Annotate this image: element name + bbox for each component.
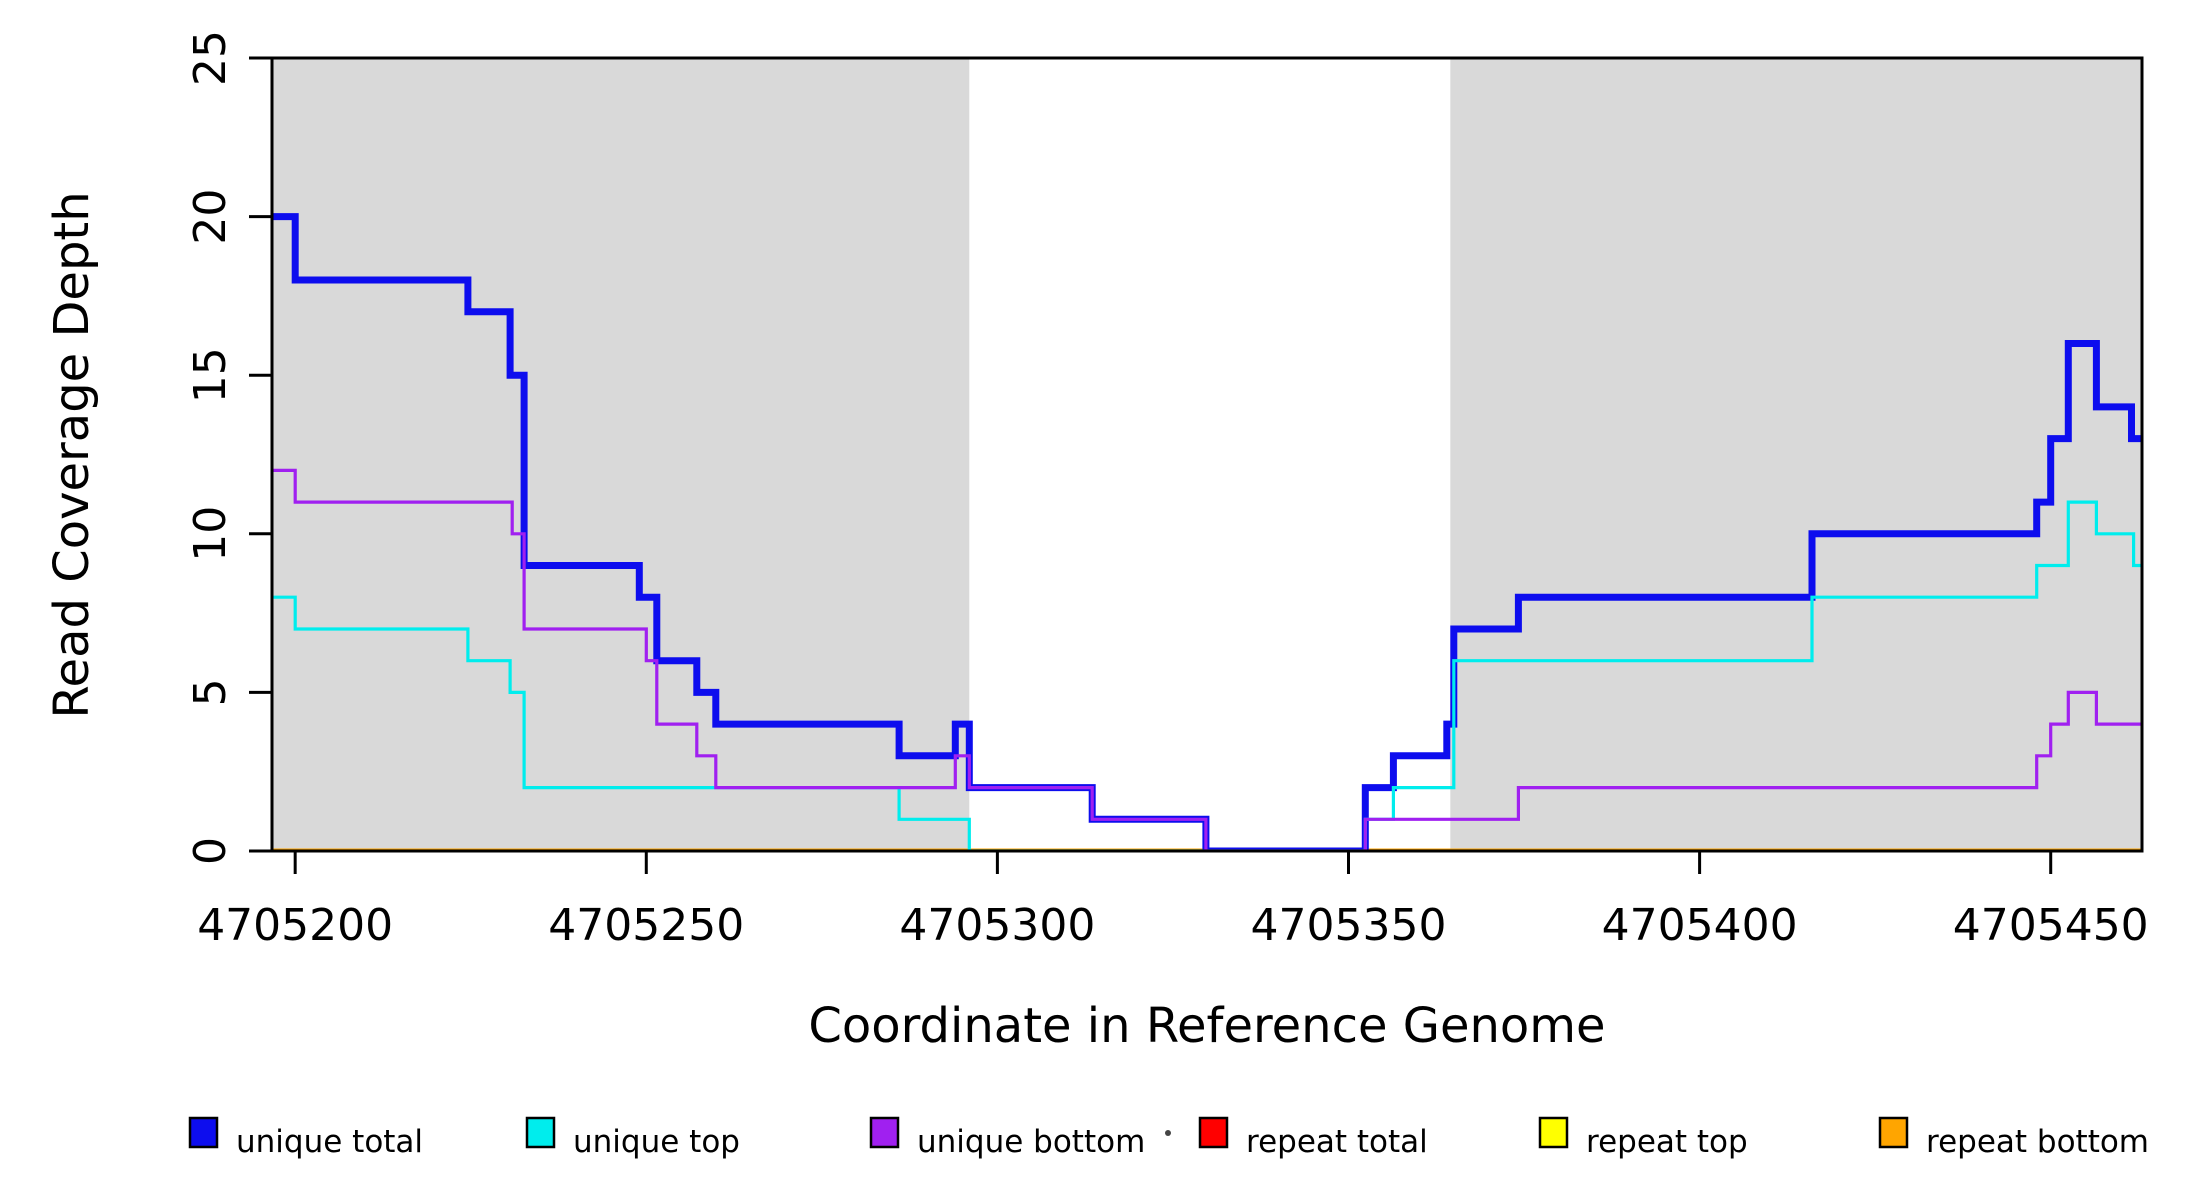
legend-swatch-repeat-top xyxy=(1538,1116,1569,1149)
x-tick-label: 4705200 xyxy=(197,900,393,951)
legend-label: repeat top xyxy=(1586,1124,1748,1160)
legend-swatch-repeat-total xyxy=(1198,1116,1229,1149)
legend-label: unique total xyxy=(236,1124,423,1160)
y-tick-label: 10 xyxy=(185,506,236,562)
legend-swatch-unique-top xyxy=(525,1116,556,1149)
plot-frame xyxy=(270,56,2144,853)
legend-label: unique top xyxy=(573,1124,740,1160)
legend-swatch-repeat-bottom xyxy=(1878,1116,1909,1149)
x-tick-label: 4705250 xyxy=(548,900,744,951)
x-tick-label: 4705300 xyxy=(899,900,1095,951)
y-axis-tick-labels: 0 5 10 15 20 25 xyxy=(185,30,236,865)
legend-label: repeat total xyxy=(1246,1124,1428,1160)
y-tick-label: 20 xyxy=(185,189,236,245)
stray-dot xyxy=(1165,1130,1171,1136)
x-axis-title: Coordinate in Reference Genome xyxy=(808,998,1605,1054)
y-axis-title: Read Coverage Depth xyxy=(44,191,100,718)
y-tick-label: 5 xyxy=(185,678,236,706)
x-axis-tick-labels: 4705200 4705250 4705300 4705350 4705400 47054… xyxy=(197,900,2149,951)
legend: unique total unique top unique bottom repea… xyxy=(188,1116,2149,1160)
legend-label: repeat bottom xyxy=(1926,1124,2149,1160)
y-tick-label: 0 xyxy=(185,837,236,865)
shaded-region xyxy=(1450,58,2142,851)
y-axis-ticks xyxy=(249,56,272,853)
series-lines xyxy=(272,213,2142,851)
y-tick-label: 25 xyxy=(185,30,236,86)
legend-swatch-unique-total xyxy=(188,1116,219,1149)
x-tick-label: 4705350 xyxy=(1251,900,1447,951)
x-axis-ticks xyxy=(293,851,2053,874)
legend-label: unique bottom xyxy=(917,1124,1145,1160)
legend-swatch-unique-bottom xyxy=(869,1116,900,1149)
shaded-region xyxy=(272,58,970,851)
x-tick-label: 4705450 xyxy=(1953,900,2149,951)
y-tick-label: 15 xyxy=(185,347,236,403)
x-tick-label: 4705400 xyxy=(1602,900,1798,951)
shaded-regions xyxy=(272,58,2142,851)
series-unique-bottom xyxy=(272,468,2142,851)
